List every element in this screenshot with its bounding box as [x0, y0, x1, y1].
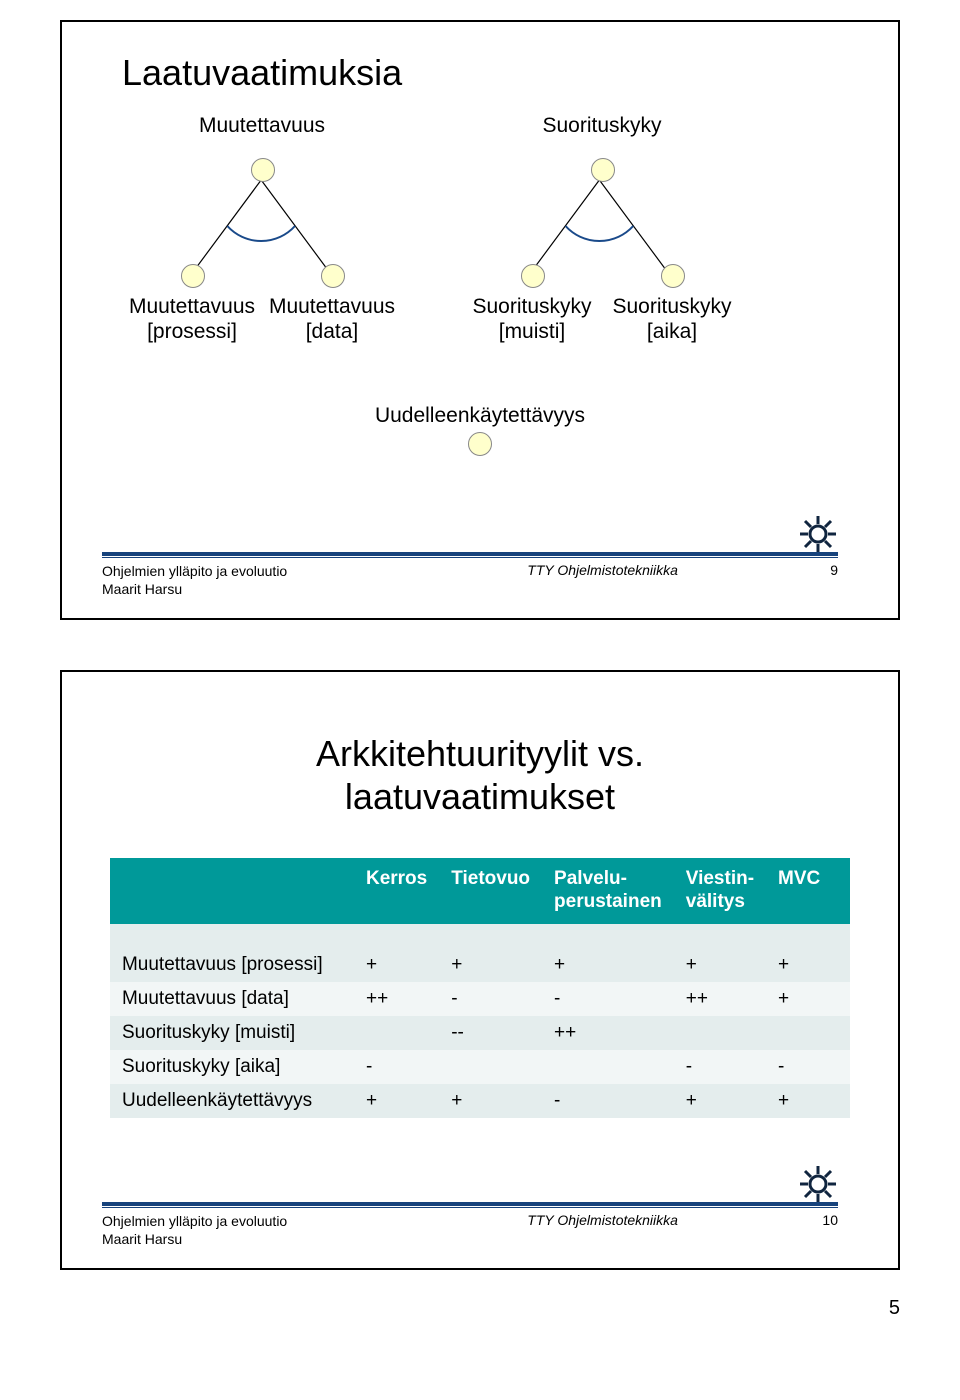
slide1-footer: Ohjelmien ylläpito ja evoluutio Maarit H… [102, 552, 838, 598]
tree1-leaf-right-label: Muutettavuus [data] [252, 294, 412, 344]
th-empty [110, 858, 354, 924]
tree1-leaf-left-label: Muutettavuus [prosessi] [112, 294, 272, 344]
tree1-leaf-left-node [181, 264, 205, 288]
slide2-title: Arkkitehtuurityylit vs. laatuvaatimukset [102, 732, 858, 818]
footer-mid: TTY Ohjelmistotekniikka [407, 562, 678, 578]
tree2-leaf-right-label: Suorituskyky [aika] [592, 294, 752, 344]
reuse-node [468, 432, 492, 456]
table-cell: + [542, 948, 674, 982]
table-cell [439, 1050, 542, 1084]
table-cell [542, 1050, 674, 1084]
tree1-root-label: Muutettavuus [182, 114, 342, 138]
table-row: Suorituskyky [aika]--- [110, 1050, 850, 1084]
th-col1: Kerros [354, 858, 439, 924]
table-cell: ++ [674, 982, 766, 1016]
table-cell: ++ [542, 1016, 674, 1050]
footer-left-1: Ohjelmien ylläpito ja evoluutio [102, 563, 287, 579]
row-label: Suorituskyky [muisti] [110, 1016, 354, 1050]
table-cell: + [674, 1084, 766, 1118]
th-col2: Tietovuo [439, 858, 542, 924]
table-row: Muutettavuus [data]++--+++ [110, 982, 850, 1016]
table-cell [674, 1016, 766, 1050]
slide2-footer: Ohjelmien ylläpito ja evoluutio Maarit H… [102, 1202, 838, 1248]
table-cell: + [354, 1084, 439, 1118]
tree2-root-node [591, 158, 615, 182]
table-cell: + [674, 948, 766, 982]
table-row: Muutettavuus [prosessi]+++++ [110, 948, 850, 982]
row-label: Muutettavuus [data] [110, 982, 354, 1016]
table-cell: - [674, 1050, 766, 1084]
table-cell: -- [439, 1016, 542, 1050]
table-header-row: Kerros Tietovuo Palvelu- perustainen Vie… [110, 858, 850, 924]
tree1-leaf-right-node [321, 264, 345, 288]
reuse-block: Uudelleenkäytettävyys [102, 404, 858, 456]
footer-num: 9 [798, 562, 838, 578]
reuse-label: Uudelleenkäytettävyys [102, 404, 858, 428]
footer-num: 10 [798, 1212, 838, 1228]
table-cell: ++ [354, 982, 439, 1016]
tree2-root-label: Suorituskyky [522, 114, 682, 138]
table-cell: - [439, 982, 542, 1016]
gear-icon [798, 1164, 838, 1204]
th-col3: Palvelu- perustainen [542, 858, 674, 924]
table-cell [354, 1016, 439, 1050]
row-label: Muutettavuus [prosessi] [110, 948, 354, 982]
table-cell: + [354, 948, 439, 982]
footer-mid: TTY Ohjelmistotekniikka [407, 1212, 678, 1228]
table-row: Suorituskyky [muisti] --++ [110, 1016, 850, 1050]
th-col5: MVC [766, 858, 850, 924]
table-cell: + [766, 948, 850, 982]
slide-2: Arkkitehtuurityylit vs. laatuvaatimukset… [60, 670, 900, 1270]
th-col4: Viestin- välitys [674, 858, 766, 924]
page-number: 5 [889, 1297, 900, 1320]
tree2-leaf-left-node [521, 264, 545, 288]
row-label: Uudelleenkäytettävyys [110, 1084, 354, 1118]
tree1-root-node [251, 158, 275, 182]
table-cell: + [766, 982, 850, 1016]
table-cell: + [439, 1084, 542, 1118]
slide1-title: Laatuvaatimuksia [122, 52, 858, 94]
table-cell [766, 1016, 850, 1050]
row-label: Suorituskyky [aika] [110, 1050, 354, 1084]
table-cell: - [542, 1084, 674, 1118]
table-cell: - [542, 982, 674, 1016]
footer-left-1: Ohjelmien ylläpito ja evoluutio [102, 1213, 287, 1229]
comparison-table: Kerros Tietovuo Palvelu- perustainen Vie… [110, 858, 850, 1118]
gear-icon [798, 514, 838, 554]
slide1-diagram: Muutettavuus Muutettavuus [prosessi] Muu… [102, 114, 858, 414]
tree2-leaf-left-label: Suorituskyky [muisti] [452, 294, 612, 344]
table-cell: + [766, 1084, 850, 1118]
footer-left-2: Maarit Harsu [102, 1231, 182, 1247]
tree2-leaf-right-node [661, 264, 685, 288]
table-row: Uudelleenkäytettävyys++-++ [110, 1084, 850, 1118]
footer-left-2: Maarit Harsu [102, 581, 182, 597]
table-cell: - [354, 1050, 439, 1084]
table-cell: - [766, 1050, 850, 1084]
slide-1: Laatuvaatimuksia Muutettavuus Muutettavu… [60, 20, 900, 620]
table-body: Muutettavuus [prosessi]+++++Muutettavuus… [110, 948, 850, 1118]
table-cell: + [439, 948, 542, 982]
